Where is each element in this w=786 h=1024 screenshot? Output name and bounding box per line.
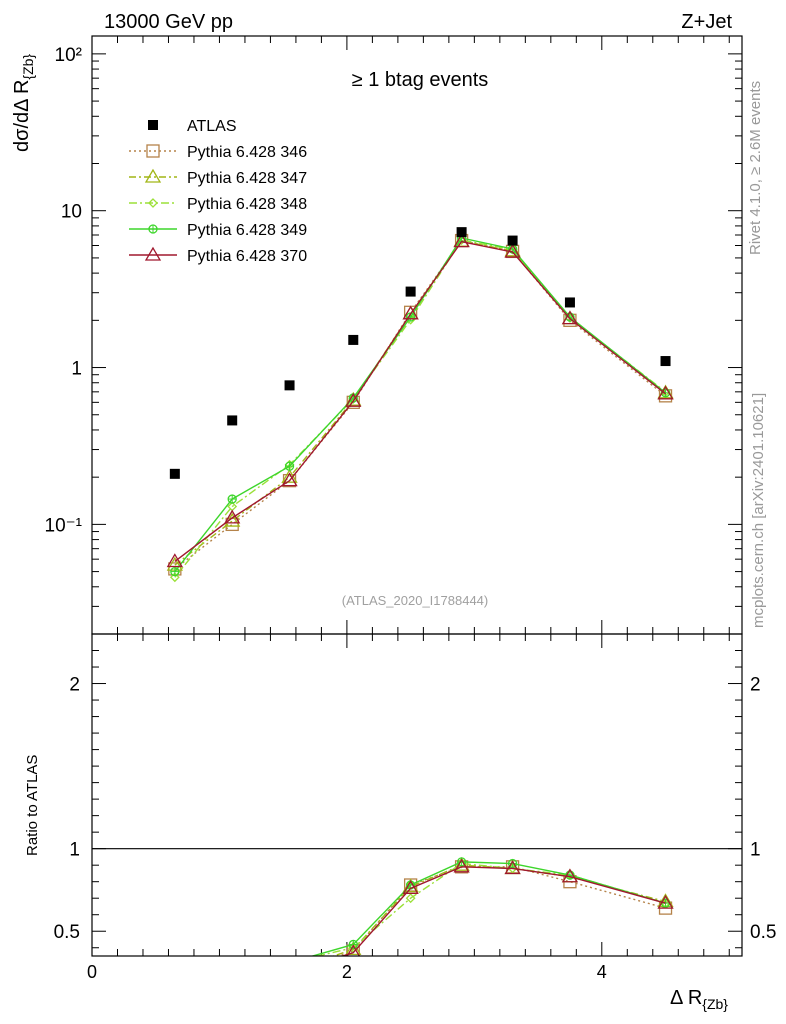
ratio-tick-label: 1 [69,840,80,861]
series-2-ratio-point [286,959,294,967]
header-left-label: 13000 GeV pp [104,11,233,33]
series-4-ratio-point [453,858,470,873]
series-2-ratio-point [228,964,236,972]
analysis-label: (ATLAS_2020_I1788444) [342,593,488,608]
data-point [227,415,238,426]
legend-marker-1 [144,168,162,183]
series-4-ratio-point [402,880,419,894]
series-4-ratio-point [168,962,182,974]
series-4-point [402,305,419,320]
legend-label-0: Pythia 6.428 346 [187,144,307,161]
y-tick-label: 1 [71,359,82,380]
series-3-ratio-point [286,959,294,967]
y-tick-label: 10⁻¹ [45,515,83,536]
ratio-frame [91,633,743,957]
series-0-ratio-point [226,971,238,983]
series-4-point [504,243,521,258]
series-1-ratio-point [283,964,297,976]
series-4-ratio-point [657,894,674,909]
y-tick-label: 10 [61,202,82,223]
series-4-point [453,233,470,248]
ratio-tick-label: 0.5 [54,922,80,943]
series-4-ratio-point [504,860,521,875]
series-4-ratio-point [561,868,579,883]
data-point [507,235,518,246]
series-3-ratio-point [228,959,236,967]
ratio-tick-label-right: 1 [750,840,761,861]
ratio-series-group [168,856,674,983]
x-tick-label: 4 [597,962,607,982]
series-4-point [345,392,362,407]
series-4-point [224,509,241,524]
series-1-line [174,240,666,566]
ratio-tick-label-right: 0.5 [750,922,776,943]
main-series-group [166,227,674,583]
series-2-line [174,239,666,578]
series-3-ratio-point [171,970,179,978]
series-4-point [166,553,183,568]
series-3-line [174,237,666,573]
main-y-axis-label: dσ/dΔ R{Zb} [11,54,36,152]
main-ticks: 10⁻¹ 1 10 10² [45,36,742,635]
legend-label-4: Pythia 6.428 370 [187,248,307,265]
series-2-ratio-point [171,973,179,981]
x-tick-label: 2 [342,962,352,982]
main-y-axis-title: dσ/dΔ R{Zb} [11,54,36,152]
data-point [348,334,359,345]
ratio-tick-label-right: 2 [750,675,761,696]
x-axis-label: Δ R{Zb} [670,987,728,1012]
ratio-tick-label: 2 [69,675,80,696]
chart-title: ≥ 1 btag events [352,69,489,91]
legend-marker-4 [144,246,162,261]
legend-marker-2 [148,198,158,208]
data-point [405,286,416,297]
data-point [284,380,295,391]
series-4-line [174,240,666,563]
series-4-point [281,472,298,487]
mcplots-label: mcplots.cern.ch [arXiv:2401.10621] [750,393,767,628]
legend-marker-0 [146,144,160,158]
data-point [660,356,671,367]
legend-label-1: Pythia 6.428 347 [187,170,307,187]
series-3-ratio-line [310,861,666,956]
data-point [456,227,467,238]
series-4-ratio-point [283,966,297,978]
legend-label-data: ATLAS [187,118,237,135]
series-1-ratio-point [168,964,182,976]
legend-label-3: Pythia 6.428 349 [187,222,307,239]
series-2-ratio-point [405,893,416,904]
legend-label-2: Pythia 6.428 348 [187,196,307,213]
ratio-y-axis-label: Ratio to ATLAS [24,755,41,856]
series-0-ratio-point [169,967,181,979]
y-tick-label: 10² [55,45,82,66]
series-4-ratio-point [346,944,361,956]
ratio-ticks: 0 2 4 0.5 0.5 1 1 2 2 [54,633,776,982]
series-2-point [169,572,180,583]
series-4-point [657,385,674,400]
data-point [169,468,180,479]
series-0-line [174,239,666,570]
x-tick-label: 0 [87,962,97,982]
data-point [564,297,575,308]
legend-marker-data [148,120,158,130]
legend: ATLAS Pythia 6.428 346 Pythia 6.428 347 Pyt… [129,118,307,265]
header-right-label: Z+Jet [681,11,732,33]
rivet-label: Rivet 4.1.0, ≥ 2.6M events [747,81,764,255]
series-2-ratio-line [314,862,666,956]
series-1-ratio-point [225,969,239,981]
series-0-ratio-point [284,967,296,979]
series-4-point [561,310,579,325]
series-4-ratio-point [225,967,239,979]
series-4-ratio-line [340,866,666,956]
